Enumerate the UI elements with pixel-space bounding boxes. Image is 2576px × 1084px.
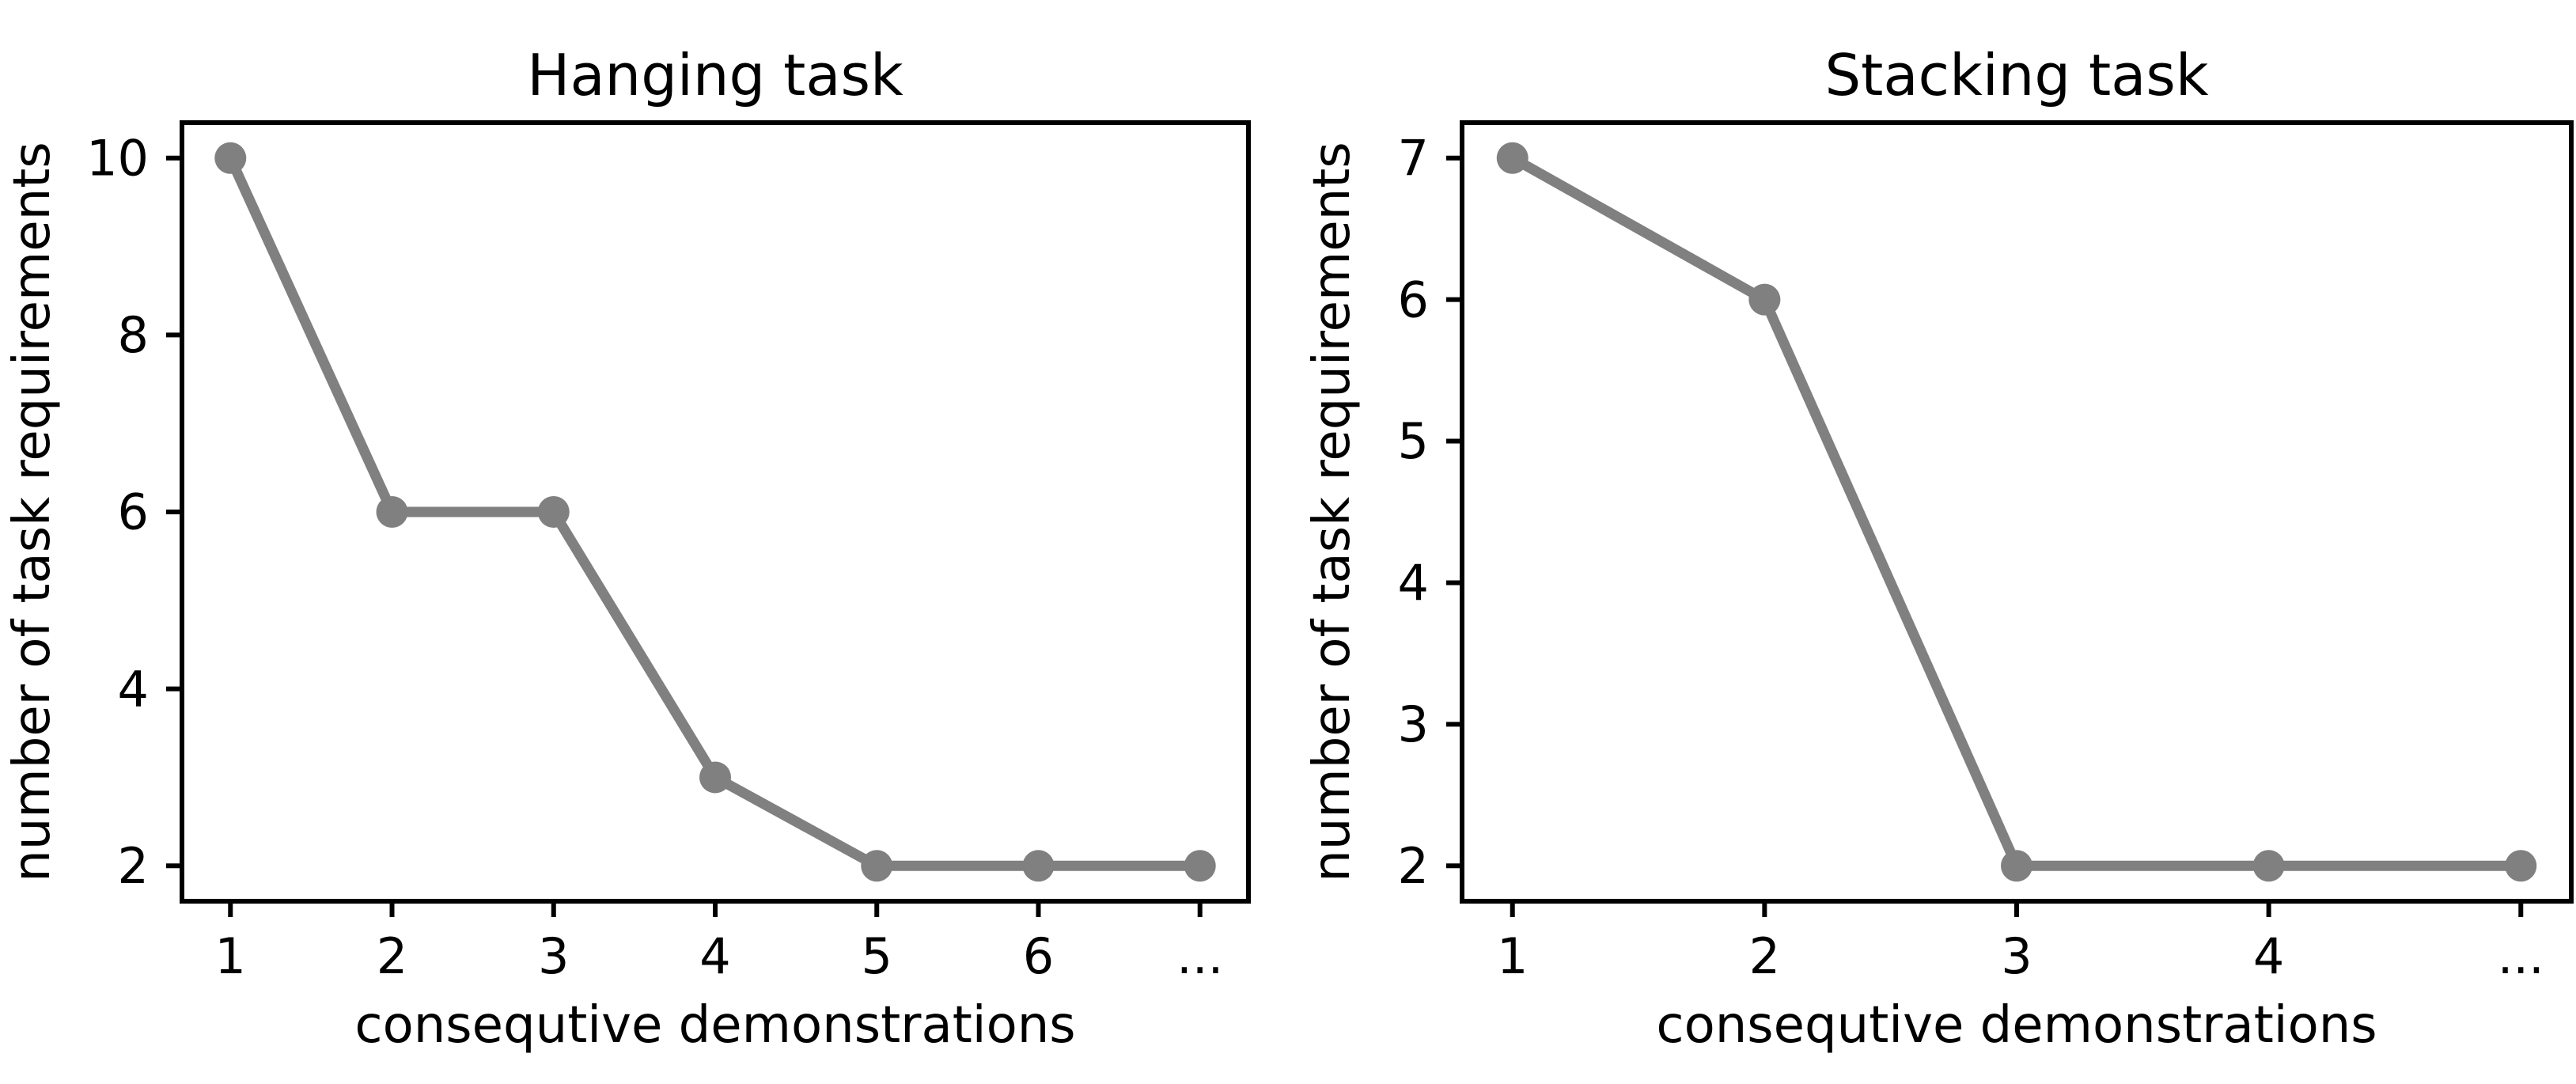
chart-title: Hanging task xyxy=(527,42,903,108)
chart-title: Stacking task xyxy=(1824,42,2208,108)
y-axis-label: number of task requirements xyxy=(3,142,62,881)
y-tick-label: 7 xyxy=(1398,129,1429,187)
x-tick-label: ... xyxy=(1176,927,1223,985)
x-axis-label: consequtive demonstrations xyxy=(354,996,1075,1055)
y-tick-label: 10 xyxy=(86,129,149,187)
x-tick-label: 2 xyxy=(1749,927,1780,985)
data-point xyxy=(537,496,570,528)
x-tick-label: 1 xyxy=(1497,927,1528,985)
data-point xyxy=(861,850,893,882)
y-tick-label: 6 xyxy=(1398,271,1429,328)
x-tick-label: ... xyxy=(2498,927,2544,985)
data-point xyxy=(2001,850,2032,882)
data-point xyxy=(214,142,247,174)
data-point xyxy=(699,761,731,794)
x-tick-label: 3 xyxy=(538,927,569,985)
data-line xyxy=(225,153,1206,871)
y-tick-label: 3 xyxy=(1398,696,1429,753)
x-axis-label: consequtive demonstrations xyxy=(1656,996,2377,1055)
y-tick-label: 6 xyxy=(118,483,149,541)
y-tick-label: 4 xyxy=(1398,554,1429,612)
data-point xyxy=(1022,850,1055,882)
x-tick-label: 1 xyxy=(215,927,246,985)
x-tick-label: 4 xyxy=(2253,927,2284,985)
x-tick-label: 6 xyxy=(1023,927,1054,985)
x-tick-label: 3 xyxy=(2001,927,2032,985)
data-point xyxy=(1748,283,1781,316)
data-point xyxy=(2505,850,2537,882)
y-tick-label: 4 xyxy=(118,660,149,718)
y-tick-label: 5 xyxy=(1398,412,1429,470)
x-tick-label: 5 xyxy=(862,927,892,985)
data-point xyxy=(1496,142,1529,174)
y-tick-label: 8 xyxy=(118,306,149,364)
y-axis-label: number of task requirements xyxy=(1303,142,1362,881)
chart-1: 2 3 4 5 6 7 1 2 3 4 ... Stacking task consequtive de… xyxy=(1303,42,2574,1055)
plot-border xyxy=(1460,120,2574,904)
y-tick-label: 2 xyxy=(118,837,149,895)
data-point xyxy=(2252,850,2285,882)
data-line xyxy=(1507,153,2526,871)
data-point xyxy=(1184,850,1216,882)
data-point xyxy=(376,496,408,528)
y-tick-label: 2 xyxy=(1398,837,1429,895)
x-tick-label: 2 xyxy=(377,927,407,985)
x-tick-label: 4 xyxy=(699,927,730,985)
